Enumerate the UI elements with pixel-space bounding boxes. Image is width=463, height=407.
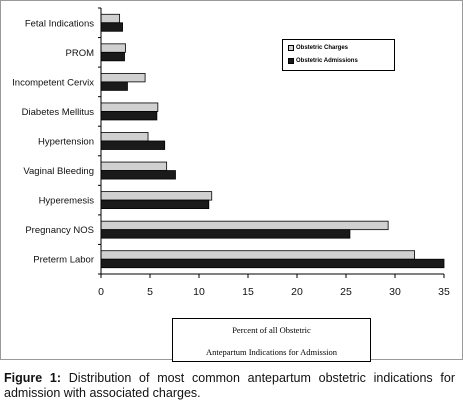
x-axis-title-line1: Percent of all Obstetric	[232, 325, 311, 335]
bar-admissions	[100, 258, 445, 269]
x-axis-title-box: Percent of all Obstetric Antepartum Indi…	[172, 318, 371, 362]
bar-charges	[100, 250, 416, 260]
y-tick-label: Pregnancy NOS	[25, 225, 94, 236]
bar-admissions	[100, 140, 166, 150]
bar-admissions	[100, 81, 128, 91]
figure-label: Figure 1:	[4, 371, 62, 385]
bar-charges	[100, 191, 213, 201]
bar-charges	[100, 102, 159, 112]
x-tick-label: 5	[147, 286, 153, 298]
legend-swatch-charges	[288, 45, 294, 51]
x-tick-label: 15	[242, 286, 254, 298]
x-tick-label: 30	[389, 286, 401, 298]
chart-frame: Fetal Indications PROM Incompetent Cervix D…	[0, 0, 463, 360]
y-tick-label: Hypertension	[38, 137, 94, 148]
bar-chart: Fetal Indications PROM Incompetent Cervix D…	[12, 7, 450, 298]
bar-charges	[100, 43, 126, 53]
y-tick-label: Fetal Indications	[25, 18, 94, 29]
bar-admissions	[100, 22, 123, 32]
legend-label-charges: Obstetric Charges	[296, 45, 349, 51]
y-tick-label: Hyperemesis	[39, 196, 95, 207]
x-tick-label: 35	[438, 286, 450, 298]
legend-item-charges: Obstetric Charges	[288, 45, 348, 51]
x-tick-label: 25	[340, 286, 352, 298]
x-tick-label: 20	[291, 286, 303, 298]
figure-caption: Figure 1: Distribution of most common an…	[4, 371, 455, 400]
bar-charges	[100, 132, 149, 142]
legend-label-admissions: Obstetric Admissions	[296, 58, 358, 64]
y-tick-label: PROM	[66, 48, 95, 59]
legend-item-admissions: Obstetric Admissions	[288, 58, 358, 64]
x-axis-title-line2: Antepartum Indications for Admission	[205, 347, 338, 357]
x-tick-label: 10	[193, 286, 205, 298]
bar-charges	[100, 161, 168, 171]
x-tick-label: 0	[98, 286, 104, 298]
bar-charges	[100, 13, 121, 24]
bar-admissions	[100, 199, 210, 210]
bar-admissions	[100, 229, 351, 239]
y-tick-label: Preterm Labor	[33, 255, 94, 266]
y-tick-label: Vaginal Bleeding	[23, 166, 94, 177]
legend-swatch-admissions	[288, 58, 294, 64]
legend: Obstetric Charges Obstetric Admissions	[282, 39, 395, 71]
bar-charges	[100, 72, 146, 83]
bar-admissions	[100, 111, 158, 121]
y-tick-label: Diabetes Mellitus	[22, 107, 95, 118]
bar-admissions	[100, 170, 176, 180]
y-tick-label: Incompetent Cervix	[12, 77, 94, 88]
figure-caption-text: Distribution of most common antepartum o…	[4, 371, 455, 400]
bar-charges	[100, 220, 389, 231]
bar-admissions	[100, 51, 125, 62]
